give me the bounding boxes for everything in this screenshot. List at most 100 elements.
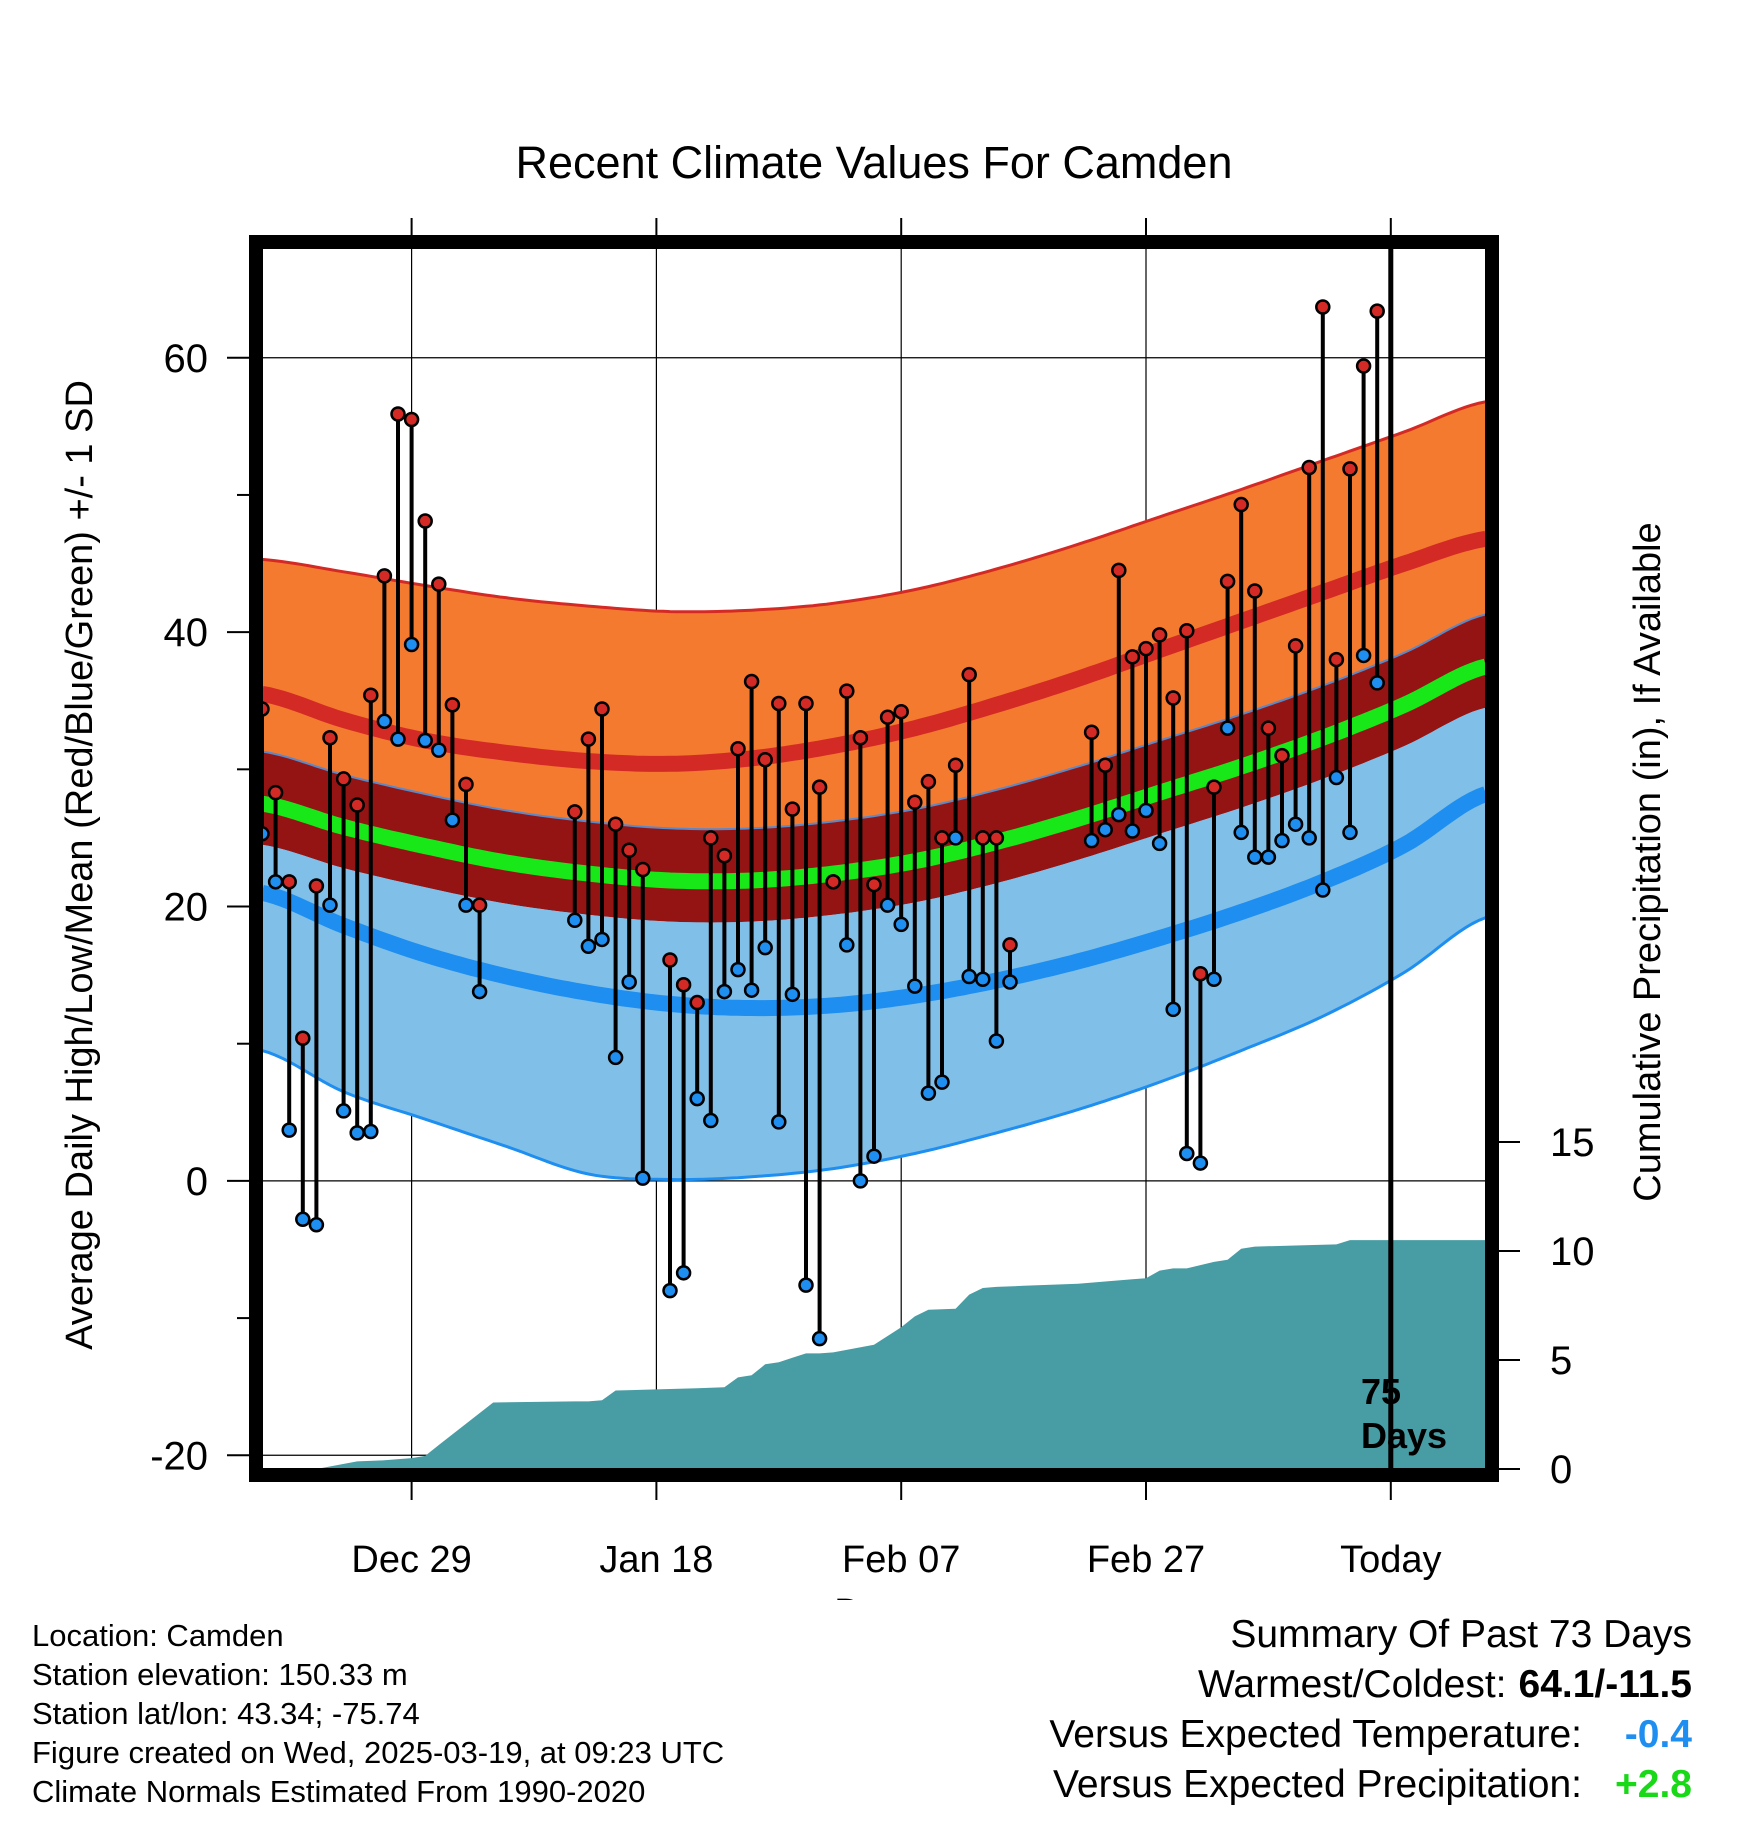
daily-low-point [1192,1155,1209,1171]
summary-precip-row: Versus Expected Precipitation: +2.8 [1049,1760,1692,1810]
daily-high-point [335,771,352,787]
precipitation-area [262,1240,1486,1469]
daily-low-point [376,713,393,730]
elevation-text: Station elevation: 150.33 m [32,1657,408,1692]
warm-cold-label: Warmest/Coldest: [1198,1663,1507,1706]
y2-tick-label: 10 [1550,1230,1595,1274]
daily-high-point [607,816,624,832]
daily-high-point [458,776,474,793]
daily-high-point [1138,640,1154,657]
daily-temperature-points [254,299,1385,1347]
y-tick-label: -20 [150,1434,208,1478]
daily-low-point [893,916,909,933]
normal-high-line [262,530,1486,772]
station-info: Location: Camden Station elevation: 150.… [32,1616,724,1811]
daily-low-point [757,939,773,956]
daily-high-point [390,406,406,422]
daily-low-point [907,978,923,994]
daily-low-point [580,938,597,955]
y2-axis-label: Cumulative Precipitation (in), If Availa… [1627,522,1669,1201]
y2-tick-label: 0 [1550,1448,1572,1492]
high-upper-line [262,400,1486,614]
daily-high-point [771,695,787,712]
daily-low-point [1206,971,1222,987]
temp-vs-expected-value: -0.4 [1624,1713,1692,1756]
daily-low-point [784,986,801,1003]
temp-vs-expected-label: Versus Expected Temperature: [1049,1713,1582,1756]
y-tick-label: 0 [186,1160,208,1204]
summary-heading: Summary Of Past 73 Days [1230,1613,1692,1656]
daily-high-point [281,874,297,890]
daily-low-point [1179,1145,1195,1162]
daily-high-point [743,673,760,690]
mean-sd-band [262,614,1486,923]
x-tick-label: Feb 07 [842,1539,960,1581]
x-tick-label: Jan 18 [599,1539,713,1581]
daily-high-point [580,731,597,747]
normals-text: Climate Normals Estimated From 1990-2020 [32,1774,646,1809]
daily-low-point [322,897,338,913]
daily-low-point [988,1033,1005,1049]
summary-heading-row: Summary Of Past 73 Days [1049,1610,1692,1660]
daily-high-point [703,830,719,846]
daily-high-point [1260,720,1277,736]
daily-high-point [784,801,801,817]
daily-high-point [322,730,338,746]
daily-low-point [879,897,896,913]
daily-high-point [1192,965,1209,982]
daily-low-point [1260,849,1277,865]
daily-low-point [1369,675,1385,691]
daily-high-point [947,757,964,773]
daily-low-point [1002,974,1018,990]
daily-high-point [839,683,855,699]
y-tick-label: 60 [164,337,209,381]
daily-low-point [852,1173,869,1189]
daily-high-point [825,874,841,890]
daily-high-point [1274,747,1290,764]
daily-low-point [594,931,610,948]
daily-high-point [879,709,896,725]
daily-high-point [1219,573,1236,590]
daily-high-point [716,848,733,864]
daily-high-point [675,976,692,993]
x-tick-label: Feb 27 [1087,1539,1205,1581]
daily-low-point [1219,720,1236,736]
daily-low-point [349,1125,365,1141]
daily-high-point [1083,724,1100,741]
daily-high-point [852,730,869,746]
daily-high-point [295,1030,311,1046]
daily-high-point [594,701,610,717]
daily-high-point [417,513,433,529]
daily-high-point [1002,937,1018,953]
daily-low-point [607,1049,624,1066]
daily-low-point [811,1330,828,1347]
daily-high-point [988,830,1005,846]
daily-low-point [866,1148,882,1164]
daily-high-point [934,830,950,846]
y-tick-label: 20 [164,886,209,930]
daily-low-point [1342,824,1358,841]
daily-high-point [376,568,393,584]
latlon-text: Station lat/lon: 43.34; -75.74 [32,1696,420,1731]
daily-high-point [1328,651,1345,668]
today-days-count: 75 [1361,1371,1401,1412]
daily-low-point [1328,769,1345,786]
daily-low-point [458,897,474,913]
chart-title: Recent Climate Values For Camden [516,137,1233,188]
daily-low-point [947,830,964,846]
daily-high-point [1165,690,1181,706]
daily-low-point [363,1123,379,1140]
daily-low-point [281,1122,297,1138]
precip-vs-expected-label: Versus Expected Precipitation: [1053,1763,1582,1806]
daily-high-point [431,576,447,592]
climate-chart: Recent Climate Values For Camden 75 Days… [59,137,1669,1600]
daily-low-point [934,1074,950,1090]
daily-low-point [308,1217,325,1233]
daily-high-point [1342,461,1358,477]
daily-high-point [267,784,284,801]
daily-high-point [635,861,651,878]
daily-low-point [920,1085,937,1101]
daily-low-point [431,742,447,758]
daily-low-point [743,982,760,998]
daily-low-point [621,974,637,990]
